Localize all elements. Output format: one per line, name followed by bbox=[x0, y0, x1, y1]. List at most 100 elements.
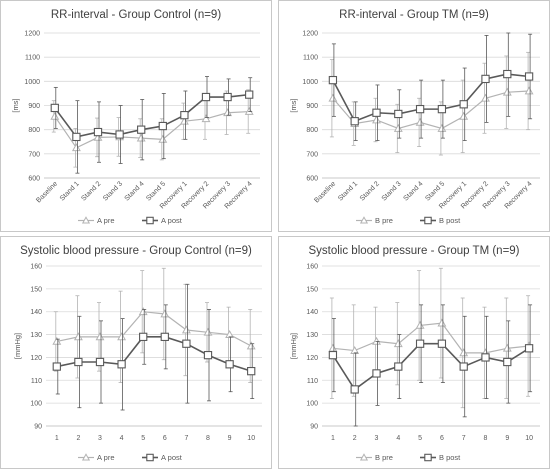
chart-panel-1: RR-interval - Group Control (n=9) 600 700 8… bbox=[0, 0, 272, 232]
data-point bbox=[459, 362, 468, 371]
data-point bbox=[50, 103, 59, 113]
data-point bbox=[524, 72, 534, 81]
y-axis-label: [ms] bbox=[289, 98, 298, 112]
legend: B pre B post bbox=[356, 216, 461, 225]
y-tick-label: 150 bbox=[306, 286, 318, 293]
legend-marker bbox=[359, 216, 369, 224]
series-line bbox=[332, 342, 530, 391]
x-tick-label: 2 bbox=[353, 435, 357, 442]
data-point bbox=[179, 116, 189, 125]
data-point bbox=[137, 125, 146, 134]
series-line bbox=[56, 336, 252, 372]
y-tick-label: 90 bbox=[310, 424, 318, 431]
data-point bbox=[160, 309, 170, 318]
y-axis-label: [mmHg] bbox=[289, 333, 298, 359]
data-point bbox=[524, 86, 534, 95]
legend-label: A pre bbox=[97, 453, 115, 462]
legend-marker bbox=[81, 216, 91, 224]
data-point bbox=[459, 348, 469, 357]
chart-panel-3: Systolic blood pressure - Group Control … bbox=[0, 236, 272, 469]
y-tick-label: 110 bbox=[31, 378, 42, 385]
data-point bbox=[93, 132, 103, 141]
y-tick-label: 120 bbox=[30, 355, 42, 362]
y-tick-label: 700 bbox=[28, 151, 40, 158]
data-point bbox=[225, 360, 234, 369]
y-tick-label: 900 bbox=[306, 103, 318, 110]
data-point bbox=[481, 93, 490, 102]
series-line bbox=[56, 311, 252, 347]
y-tick-label: 800 bbox=[306, 127, 318, 134]
y-tick-label: 160 bbox=[30, 264, 42, 271]
y-tick-label: 100 bbox=[30, 401, 42, 408]
y-tick-label: 600 bbox=[28, 176, 40, 183]
y-tick-label: 140 bbox=[306, 309, 318, 316]
legend-marker bbox=[146, 216, 154, 225]
data-point bbox=[437, 318, 447, 327]
data-point bbox=[73, 332, 83, 341]
data-point bbox=[481, 74, 490, 84]
data-point bbox=[372, 108, 381, 117]
y-tick-label: 1000 bbox=[24, 79, 40, 86]
x-tick-label: 4 bbox=[120, 435, 124, 442]
data-point bbox=[437, 104, 447, 114]
data-point bbox=[71, 143, 81, 152]
data-point bbox=[223, 108, 233, 117]
series-post bbox=[328, 304, 534, 427]
panel-frame bbox=[0, 236, 272, 469]
y-tick-label: 160 bbox=[306, 264, 318, 271]
chart-panel-4: Systolic blood pressure - Group TM (n=9)… bbox=[278, 236, 550, 469]
data-point bbox=[52, 336, 62, 345]
data-point bbox=[437, 123, 447, 132]
x-tick-label: 3 bbox=[98, 435, 102, 442]
legend-marker bbox=[359, 453, 369, 461]
legend-label: B post bbox=[439, 453, 461, 462]
data-point bbox=[158, 121, 167, 131]
y-tick-label: 700 bbox=[306, 151, 318, 158]
data-point bbox=[372, 369, 381, 378]
data-point bbox=[95, 332, 105, 341]
data-point bbox=[93, 127, 103, 137]
legend-label: A post bbox=[161, 216, 183, 225]
x-tick-label: 1 bbox=[331, 435, 335, 442]
chart-title: Systolic blood pressure - Group TM (n=9) bbox=[308, 245, 519, 257]
x-tick-label: 6 bbox=[440, 435, 444, 442]
data-point bbox=[72, 132, 81, 142]
y-tick-label: 800 bbox=[28, 127, 40, 134]
legend-marker bbox=[81, 453, 91, 461]
data-point bbox=[459, 100, 468, 109]
legend-label: B pre bbox=[375, 216, 393, 225]
y-axis-label: [mmHg] bbox=[13, 333, 22, 359]
data-point bbox=[328, 93, 338, 102]
y-tick-label: 130 bbox=[30, 332, 42, 339]
series-post bbox=[328, 32, 534, 141]
y-axis-label: [ms] bbox=[11, 98, 20, 112]
series-line bbox=[54, 93, 250, 138]
data-point bbox=[203, 327, 213, 336]
x-tick-label: 1 bbox=[55, 435, 59, 442]
y-tick-label: 110 bbox=[307, 378, 318, 385]
data-point bbox=[502, 87, 512, 96]
x-tick-label: 10 bbox=[525, 435, 533, 442]
legend: A pre A post bbox=[78, 453, 183, 462]
data-point bbox=[524, 344, 534, 353]
x-tick-label: 3 bbox=[375, 435, 379, 442]
x-tick-label: 7 bbox=[462, 435, 466, 442]
data-point bbox=[481, 353, 490, 362]
panel-frame bbox=[278, 236, 550, 469]
series-post bbox=[50, 76, 254, 174]
legend-label: B post bbox=[439, 216, 461, 225]
data-point bbox=[393, 339, 403, 348]
data-point bbox=[158, 134, 168, 143]
data-point bbox=[245, 90, 254, 99]
data-point bbox=[503, 69, 512, 79]
y-tick-label: 1100 bbox=[25, 55, 40, 62]
legend-label: A post bbox=[161, 453, 183, 462]
data-point bbox=[225, 329, 235, 338]
legend: B pre B post bbox=[356, 453, 461, 462]
data-point bbox=[328, 75, 338, 85]
data-point bbox=[117, 360, 126, 369]
data-point bbox=[350, 117, 359, 126]
y-tick-label: 140 bbox=[30, 309, 42, 316]
legend-marker bbox=[424, 453, 432, 462]
